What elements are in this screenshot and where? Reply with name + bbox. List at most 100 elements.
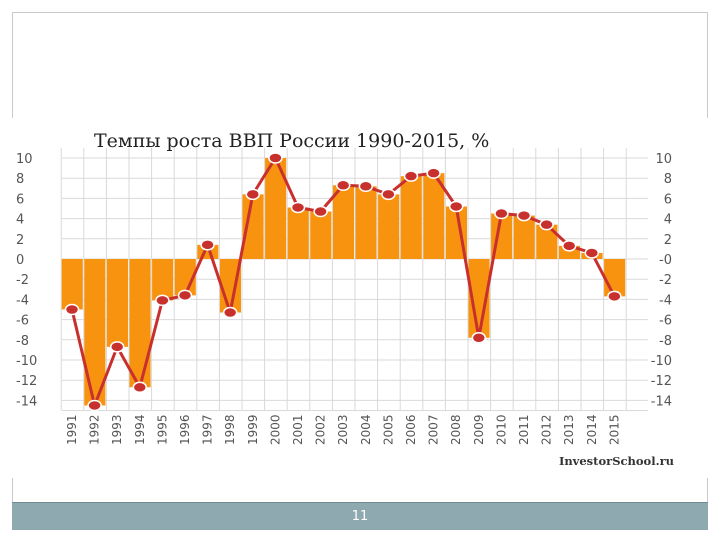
y-tick-label: 2 [664, 233, 672, 248]
data-point [358, 180, 374, 193]
y-tick-label: -14 [16, 394, 37, 409]
x-tick-label: 2002 [314, 415, 328, 446]
data-point [313, 205, 328, 218]
y-tick-label: -8 [16, 334, 29, 349]
x-tick-label: 1993 [110, 415, 124, 446]
data-point [109, 341, 125, 353]
y-tick-label: 6 [664, 192, 672, 207]
data-point [155, 294, 170, 307]
chart-title: Темпы роста ВВП России 1990-2015, % [94, 130, 489, 152]
bar [129, 259, 151, 388]
bar [84, 259, 106, 406]
x-tick-label: 1999 [246, 415, 260, 446]
y-tick-label: -0 [659, 253, 672, 268]
y-tick-label: 4 [664, 213, 672, 228]
bar [513, 215, 535, 259]
data-point [403, 170, 419, 182]
y-tick-label: -2 [16, 273, 29, 288]
data-point [132, 381, 148, 394]
x-tick-label: 2004 [359, 415, 373, 446]
x-tick-label: 2003 [336, 415, 350, 446]
x-tick-label: 1994 [133, 415, 147, 446]
y-tick-label: -4 [16, 293, 29, 308]
y-axis-left: 10 8 6 4 2 0 -2 -4 -6 -8 -10 -12 -14 [16, 152, 37, 409]
y-tick-label: 6 [16, 192, 24, 207]
gdp-growth-chart: 10 8 6 4 2 0 -2 -4 -6 -8 -10 -12 -14 10 8 6 4 2 -0 -2 -4 -6 -… [12, 118, 708, 478]
x-tick-label: 1991 [65, 415, 79, 446]
y-tick-label: 10 [16, 152, 33, 167]
bar [378, 194, 400, 259]
data-point [381, 188, 396, 201]
data-point [516, 209, 532, 222]
y-tick-label: -6 [16, 314, 29, 329]
data-point [245, 188, 261, 201]
footer-bar: 11 [12, 502, 708, 530]
bar [400, 176, 422, 259]
y-tick-label: 10 [655, 152, 672, 167]
y-tick-label: 2 [16, 233, 24, 248]
data-point [426, 167, 441, 179]
x-tick-label: 2000 [268, 415, 282, 446]
y-tick-label: 4 [16, 213, 24, 228]
bar [332, 185, 354, 259]
y-tick-label: 8 [16, 172, 24, 187]
x-tick-label: 1992 [88, 415, 102, 446]
bar [265, 158, 287, 259]
bar [242, 194, 264, 259]
y-axis-right: 10 8 6 4 2 -0 -2 -4 -6 -8 -10 -12 -14 [651, 152, 672, 409]
data-point [87, 399, 102, 412]
data-point [494, 207, 509, 220]
y-tick-label: -10 [16, 354, 37, 369]
bar [287, 207, 309, 259]
y-tick-label: -12 [651, 374, 672, 389]
y-tick-label: -14 [651, 394, 672, 409]
x-tick-label: 1996 [178, 415, 192, 446]
x-tick-label: 2013 [562, 415, 576, 446]
x-tick-label: 1995 [155, 415, 169, 446]
data-point [607, 290, 622, 303]
x-tick-label: 2010 [494, 415, 508, 446]
bar [468, 259, 490, 338]
data-point [177, 289, 193, 302]
data-point [335, 179, 351, 192]
x-tick-label: 2012 [540, 415, 554, 446]
page-number: 11 [351, 509, 369, 524]
y-tick-label: -6 [659, 314, 672, 329]
data-point [222, 306, 238, 319]
data-point [64, 303, 80, 316]
y-tick-label: -2 [659, 273, 672, 288]
y-tick-label: -8 [659, 334, 672, 349]
x-tick-label: 2005 [381, 415, 395, 446]
data-point [471, 332, 487, 344]
y-tick-label: -4 [659, 293, 672, 308]
x-axis: 1991 1992 1993 1994 1995 1996 1997 1998 1999 2000… [65, 415, 621, 446]
data-point [448, 200, 464, 213]
x-tick-label: 1998 [223, 415, 237, 446]
bar [61, 259, 83, 310]
data-point [290, 201, 306, 214]
x-tick-label: 2008 [449, 415, 463, 446]
y-tick-label: 0 [16, 253, 24, 268]
x-tick-label: 2014 [585, 415, 599, 446]
y-tick-label: 8 [664, 172, 672, 187]
markers [64, 152, 622, 412]
x-tick-label: 2001 [291, 415, 305, 446]
data-point [561, 240, 577, 252]
source-label: InvestorSchool.ru [559, 454, 674, 468]
x-tick-label: 1997 [201, 415, 215, 446]
data-point [584, 247, 600, 259]
bar [310, 211, 332, 259]
data-point [539, 218, 554, 231]
bar [355, 186, 377, 259]
x-tick-label: 2011 [517, 415, 531, 446]
bar [536, 224, 558, 259]
x-tick-label: 2015 [607, 415, 621, 446]
x-tick-label: 2009 [472, 415, 486, 446]
bar [152, 259, 174, 301]
x-tick-label: 2007 [427, 415, 441, 446]
x-tick-label: 2006 [404, 415, 418, 446]
chart-canvas: 10 8 6 4 2 0 -2 -4 -6 -8 -10 -12 -14 10 8 6 4 2 -0 -2 -4 -6 -… [16, 130, 674, 468]
bar [423, 173, 445, 259]
bar [106, 259, 128, 347]
y-tick-label: -10 [651, 354, 672, 369]
